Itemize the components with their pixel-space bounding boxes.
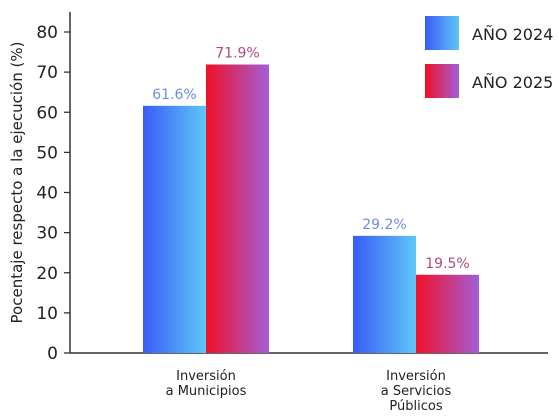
data-label: 29.2% [362,217,406,233]
legend-swatch-2025 [425,64,459,98]
y-tick-label: 30 [36,224,58,244]
legend-label: AÑO 2024 [472,25,553,44]
bar-2024-1 [353,235,416,353]
y-tick-label: 40 [36,184,58,204]
legend-label: AÑO 2025 [472,73,553,92]
y-tick-label: 60 [36,103,58,123]
y-axis-label: Pocentaje respecto a la ejecución (%) [8,42,26,324]
y-tick-label: 80 [36,23,58,43]
y-tick-label: 50 [36,143,58,163]
x-category-label: Inversión a Servicios Públicos [381,369,452,414]
y-tick-label: 70 [36,63,58,83]
y-tick-label: 0 [47,344,58,364]
data-label: 71.9% [215,46,259,62]
y-tick-label: 20 [36,264,58,284]
bar-2024-0 [143,105,206,353]
bar-2025-1 [416,274,479,353]
data-label: 19.5% [425,256,469,272]
x-category-label: Inversión a Municipios [166,369,247,399]
y-tick-label: 10 [36,304,58,324]
legend-swatch-2024 [425,16,459,50]
bar-2025-0 [206,64,269,353]
data-label: 61.6% [152,87,196,103]
